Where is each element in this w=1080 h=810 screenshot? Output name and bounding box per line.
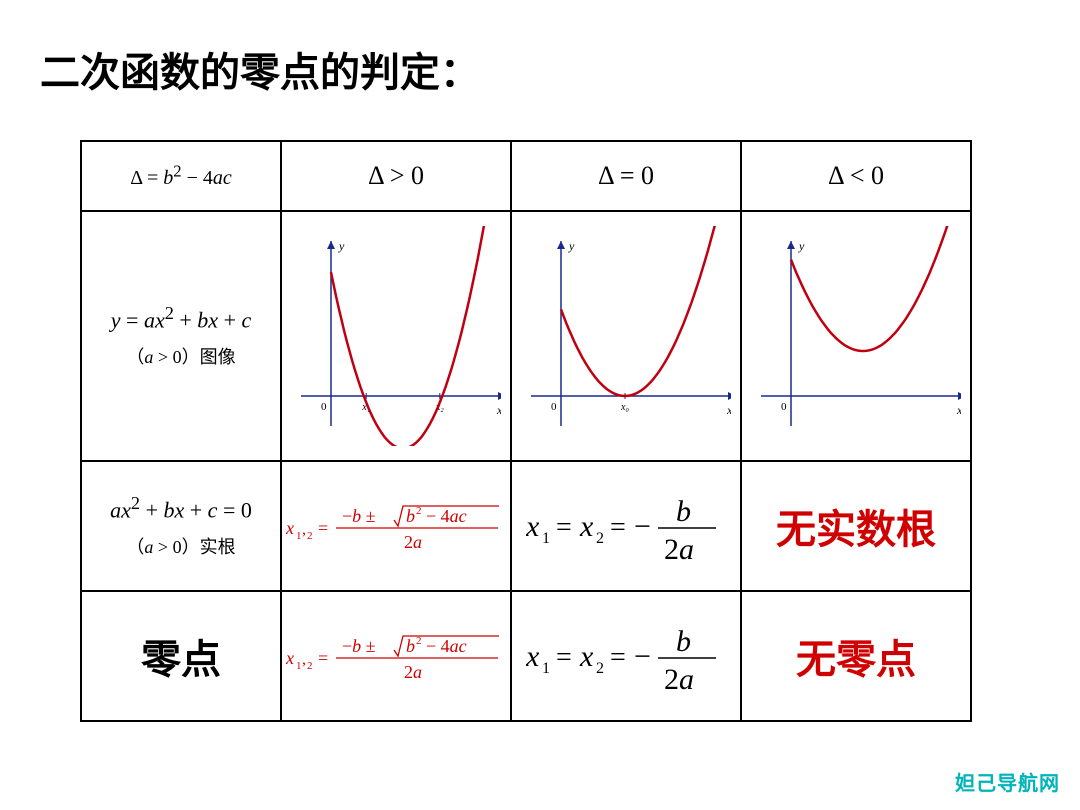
svg-text:=: = [556,642,572,673]
zeros-double-root: x 1 = x 2 = − b 2a [511,591,741,721]
svg-text:2: 2 [416,635,422,647]
svg-text:x₀: x₀ [620,402,629,413]
svg-text:=: = [610,512,626,543]
svg-text:2a: 2a [664,533,694,566]
svg-text:b: b [676,625,691,658]
svg-text:b: b [406,506,415,526]
svg-text:2a: 2a [664,663,694,696]
svg-text:0: 0 [321,401,327,413]
svg-text:x: x [579,510,594,543]
graph-no-root: x y 0 [741,211,971,461]
header-row: Δ = b2 − 4ac Δ > 0 Δ = 0 Δ < 0 [81,141,971,211]
svg-text:− 4ac: − 4ac [426,636,467,656]
cell-discriminant-formula: Δ = b2 − 4ac [81,141,281,211]
zeros-none: 无零点 [741,591,971,721]
svg-text:=: = [318,518,328,538]
svg-text:x: x [956,403,961,417]
svg-text:−b ±: −b ± [342,506,376,526]
svg-text:1: 1 [296,530,302,542]
zeros-quadratic-formula: x 1 , 2 = −b ± b 2 − 4ac 2a [281,591,511,721]
page-title: 二次函数的零点的判定： [40,40,480,98]
svg-text:0: 0 [551,401,557,413]
roots-double-root: x 1 = x 2 = − b 2a [511,461,741,591]
svg-text:0: 0 [781,401,787,413]
svg-text:−b ±: −b ± [342,636,376,656]
zeros-row-label: 零点 [81,591,281,721]
roots-none: 无实数根 [741,461,971,591]
svg-text:x: x [286,648,294,668]
roots-quadratic-formula: x 1 , 2 = −b ± b 2 − 4ac 2a [281,461,511,591]
svg-text:,: , [302,651,306,668]
roots-row: ax2 + bx + c = 0 （a > 0）实根 x 1 , 2 = −b … [81,461,971,591]
svg-text:b: b [406,636,415,656]
svg-text:2: 2 [307,660,313,672]
svg-text:− 4ac: − 4ac [426,506,467,526]
svg-text:1: 1 [296,660,302,672]
graph-two-roots: x y 0 x₁x₂ [281,211,511,461]
svg-text:2a: 2a [404,662,422,682]
svg-text:2: 2 [416,505,422,517]
svg-text:x: x [726,403,731,417]
svg-text:x: x [526,640,540,673]
header-delta-zero: Δ = 0 [511,141,741,211]
svg-text:y: y [338,239,345,253]
svg-text:2a: 2a [404,532,422,552]
svg-text:−: − [634,510,651,543]
svg-text:−: − [634,640,651,673]
header-delta-negative: Δ < 0 [741,141,971,211]
zeros-row: 零点 x 1 , 2 = −b ± b 2 − 4ac 2a x 1 = x 2 [81,591,971,721]
svg-text:1: 1 [542,530,550,547]
svg-text:b: b [676,495,691,528]
comparison-table: Δ = b2 − 4ac Δ > 0 Δ = 0 Δ < 0 y = ax2 +… [80,140,972,722]
svg-text:=: = [318,648,328,668]
svg-text:x: x [526,510,540,543]
svg-text:x: x [286,518,294,538]
quadratic-formula: x 1 , 2 = −b ± b 2 − 4ac 2a [286,626,506,686]
graph-one-root: x y 0 x₀ [511,211,741,461]
svg-text:y: y [568,239,575,253]
double-root-formula: x 1 = x 2 = − b 2a [526,611,726,701]
svg-text:x: x [579,640,594,673]
svg-text:2: 2 [307,530,313,542]
svg-text:x: x [496,403,501,417]
svg-text:2: 2 [596,530,604,547]
watermark: 妲己导航网 [955,767,1060,796]
graph-row: y = ax2 + bx + c （a > 0）图像 x y 0 x₁x₂ x … [81,211,971,461]
svg-text:1: 1 [542,660,550,677]
roots-row-label: ax2 + bx + c = 0 （a > 0）实根 [81,461,281,591]
parabola-chart: x y 0 [751,226,961,446]
double-root-formula: x 1 = x 2 = − b 2a [526,481,726,571]
header-delta-positive: Δ > 0 [281,141,511,211]
graph-row-label: y = ax2 + bx + c （a > 0）图像 [81,211,281,461]
svg-text:,: , [302,521,306,538]
svg-text:=: = [610,642,626,673]
svg-text:y: y [798,239,805,253]
svg-text:=: = [556,512,572,543]
parabola-chart: x y 0 x₀ [521,226,731,446]
parabola-chart: x y 0 x₁x₂ [291,226,501,446]
quadratic-formula: x 1 , 2 = −b ± b 2 − 4ac 2a [286,496,506,556]
svg-text:2: 2 [596,660,604,677]
